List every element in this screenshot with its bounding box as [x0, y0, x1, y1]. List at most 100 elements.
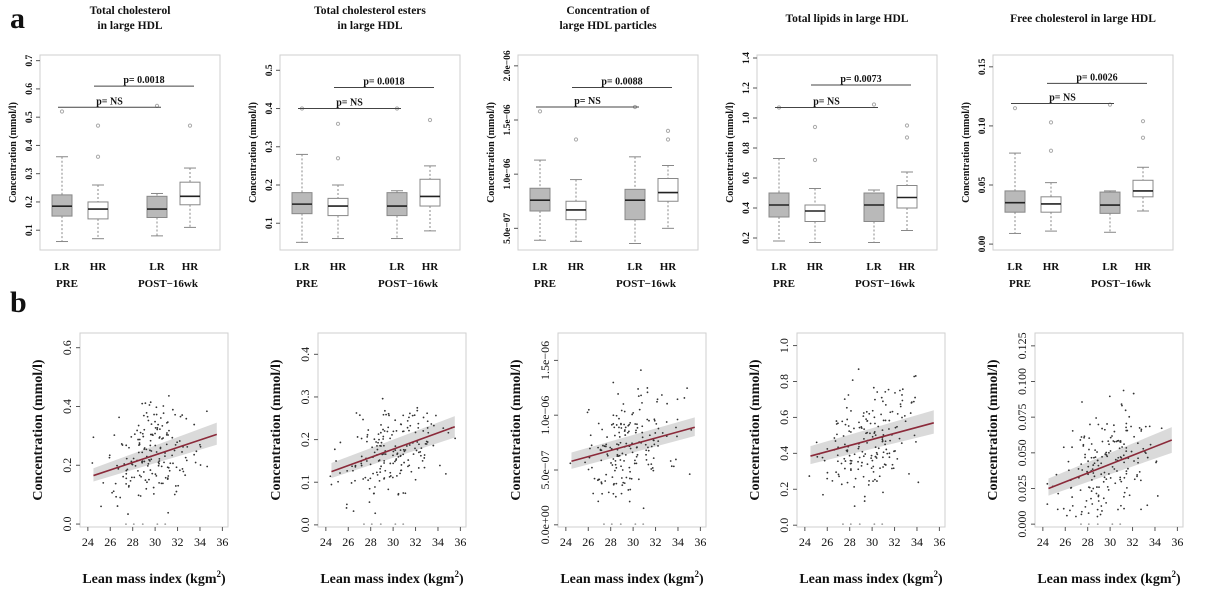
scatter-point [366, 433, 369, 436]
outlier-point [427, 117, 433, 123]
scatter-point [612, 483, 615, 486]
scatter-point [618, 426, 620, 429]
scatter-point [822, 493, 824, 496]
y-tick-label: 1.0e−06 [538, 396, 552, 435]
scatter-point [379, 467, 382, 470]
scatter-point [424, 442, 427, 445]
scatter-point [616, 455, 619, 458]
scatter-point [141, 461, 144, 464]
scatter-point [442, 427, 445, 430]
scatter-point [615, 466, 618, 469]
scatter-point [612, 458, 615, 460]
scatter-point [866, 420, 869, 422]
y-tick-label: 0.4 [742, 202, 752, 214]
scatter-point [1081, 469, 1084, 471]
scatter-point [1107, 440, 1110, 443]
scatter-point [358, 414, 361, 417]
scatter-point [1071, 505, 1074, 507]
scatter-point [620, 477, 623, 479]
scatter-point [1125, 450, 1128, 453]
scatter-point [597, 422, 600, 425]
scatter-point [610, 423, 613, 426]
scatter-point [615, 424, 618, 426]
scatter-point [1105, 501, 1108, 504]
x-tick-label: 30 [627, 535, 639, 549]
scatter-point [389, 437, 391, 440]
scatter-point [172, 462, 174, 465]
x-tick-label: 28 [127, 535, 139, 549]
scatter-point [1144, 425, 1147, 428]
chart-title: in large HDL [337, 20, 402, 32]
scatter-point [866, 463, 869, 466]
scatter-point [1095, 492, 1098, 495]
y-tick-label: 1.2 [742, 82, 752, 94]
scatter-point [382, 428, 384, 431]
scatter-point [145, 411, 148, 414]
scatter-point [854, 477, 857, 480]
scatter-point [178, 469, 181, 472]
p-value-label: p= NS [813, 97, 840, 108]
group-label: LR [532, 261, 548, 273]
scatter-point [377, 433, 380, 436]
scatter-point [881, 523, 884, 525]
scatter-point [142, 471, 145, 473]
scatter-point [1090, 479, 1093, 481]
x-axis-label-superscript: 2 [455, 569, 460, 579]
scatter-point [587, 468, 590, 471]
scatter-point [1102, 480, 1105, 483]
confidence-band [331, 416, 455, 478]
scatter-point [143, 447, 146, 449]
scatter-point [115, 495, 118, 498]
scatter-point [1079, 439, 1082, 441]
scatter-point [395, 459, 397, 462]
scatter-point [382, 444, 385, 447]
x-tick-label: 28 [844, 535, 856, 549]
period-label: PRE [773, 278, 795, 290]
group-label: HR [807, 261, 825, 273]
scatter-point [641, 431, 644, 434]
scatter-point [138, 442, 141, 444]
scatter-point [125, 472, 128, 475]
scatter-point [843, 398, 846, 400]
scatter-point [1123, 476, 1126, 479]
scatter-point [645, 449, 648, 452]
scatter-point [651, 467, 654, 469]
scatter-point [847, 425, 850, 427]
scatter-point [404, 449, 407, 451]
scatter-point [1123, 443, 1125, 446]
scatter-point [633, 462, 636, 465]
scatter-point [666, 402, 668, 405]
scatter-point [149, 469, 152, 471]
scatter-point [149, 449, 151, 452]
scatter-point [597, 478, 600, 481]
scatter-point [874, 422, 876, 425]
scatter-point [655, 422, 658, 425]
scatter-point [360, 462, 363, 465]
scatter-point [1107, 451, 1110, 454]
scatter-point [1119, 478, 1122, 481]
outlier-point [95, 154, 101, 159]
scatter-point [444, 472, 447, 475]
scatter-point [914, 375, 917, 377]
scatter-point [394, 460, 396, 463]
scatter-point [618, 417, 620, 420]
scatter-point [1096, 451, 1098, 453]
scatter-point [167, 434, 170, 436]
scatter-point [850, 459, 853, 462]
scatter-point [408, 429, 410, 432]
scatter-point [645, 458, 648, 461]
scatter-point [161, 437, 163, 440]
x-tick-label: 24 [320, 535, 332, 549]
y-tick-label: 0.1 [298, 475, 312, 490]
scatter-point [167, 475, 170, 477]
scatter-point [894, 426, 897, 429]
scatter-point [600, 449, 603, 452]
scatter-point [395, 430, 398, 432]
scatter-point [915, 441, 917, 443]
x-axis-label-superscript: 2 [1172, 569, 1177, 579]
x-tick-label: 24 [799, 535, 811, 549]
scatter-point [870, 454, 873, 457]
scatter-point [148, 478, 150, 481]
scatter-point [874, 446, 877, 449]
scatter-point [417, 451, 420, 454]
